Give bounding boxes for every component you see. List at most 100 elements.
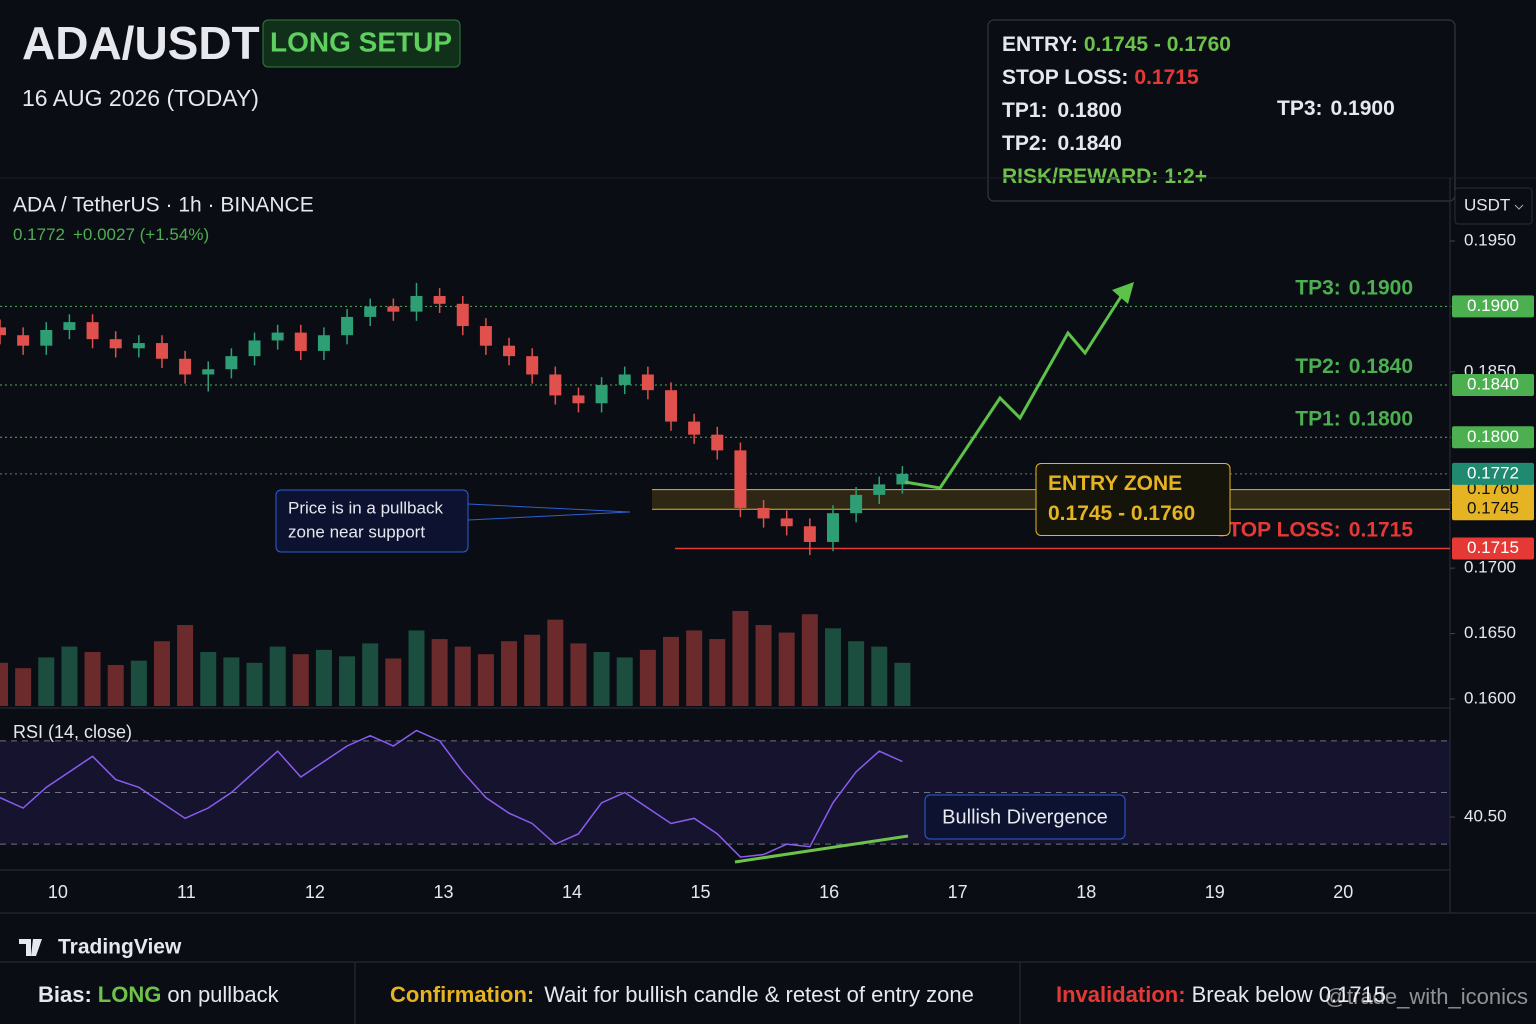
volume-bar [871,646,888,706]
value: 0.1715 [1134,66,1199,89]
level-tag-label: 0.1900 [1467,296,1519,315]
candle-body [665,390,678,422]
plan-stop: STOP LOSS: 0.1715 [1002,66,1199,89]
value: 1:2+ [1164,165,1207,188]
candle-body [595,384,608,404]
candle-body [688,421,701,435]
candle-body [155,343,168,359]
level-value: 0.1900 [1349,276,1413,299]
label: STOP LOSS: [1002,66,1128,89]
watermark: @trade_with_iconics [1325,984,1528,1009]
volume-bar [848,641,865,706]
x-tick-label: 14 [562,882,582,902]
volume-bar [570,643,587,706]
x-tick-label: 17 [948,882,968,902]
x-tick-label: 16 [819,882,839,902]
value: 0.1900 [1331,97,1395,120]
volume-bar [61,646,78,706]
volume-bar [223,657,240,706]
y-tick-label: 0.1600 [1464,688,1516,707]
candle-body [549,374,562,396]
rsi-band [0,740,1450,845]
text: Wait for bullish candle & retest of entr… [544,982,974,1007]
label: Bias: [38,982,92,1007]
candle-body [341,316,354,336]
projection-arrowhead [1112,282,1134,304]
plot: 10 11 12 13 14 15 16 17 18 19 20 0.1600 0.1650 0.1700… [0,230,1534,902]
x-tick-label: 19 [1205,882,1225,902]
callout-text: Price is in a pullback [288,498,443,517]
label: TP1: [1002,99,1048,122]
label: Invalidation: [1056,982,1186,1007]
x-tick-label: 13 [433,882,453,902]
level-name: STOP LOSS: [1214,518,1340,541]
plan: ENTRY: 0.1745 - 0.1760 STOP LOSS: 0.1715 T… [1002,33,1395,188]
divergence-text: Bullish Divergence [942,806,1108,828]
label: RISK/REWARD: [1002,165,1158,188]
candle-body [456,303,469,327]
candle-body [271,332,284,341]
divergence-box [924,794,1126,840]
x-tick-label: 10 [48,882,68,902]
volume-bar [639,649,656,706]
candle-body [387,306,400,312]
confirmation: Confirmation: Wait for bullish candle & r… [390,982,974,1007]
projection [904,294,1124,490]
candle-body [225,356,238,370]
date: 16 AUG 2026 (TODAY) [22,85,259,111]
volume-bar [385,658,402,706]
candle-body [317,335,330,351]
candle-body [202,369,215,375]
callout-pointer [467,503,631,521]
x-tick-label: 18 [1076,882,1096,902]
candle-body [410,295,423,312]
volume-bar [801,614,818,706]
candle-body [873,484,886,495]
rsi-title: RSI (14, close) [13,722,132,742]
currency-select[interactable]: USDT [1454,187,1533,225]
y-tick-label: 0.1700 [1464,558,1516,577]
candle-body [803,526,816,542]
level-label: STOP LOSS: 0.1715 [1214,518,1413,541]
entry-tag-label: 0.1745 [1467,499,1519,518]
candle-body [63,322,76,330]
label: Confirmation: [390,982,534,1007]
symbol: ADA / TetherUS · 1h · BINANCE [13,194,314,217]
volume-bar [38,657,55,706]
label: TP2: [1002,132,1048,155]
entry-zone-title: ENTRY ZONE [1048,472,1182,495]
level-tag-label: 0.1840 [1467,374,1519,393]
entry-tag [1452,498,1534,521]
currency[interactable]: USDT [1464,195,1510,214]
callout-box [275,489,469,553]
badge-box [262,19,461,68]
level-value: 0.1800 [1349,407,1413,430]
y-tick-label: 0.1950 [1464,230,1516,249]
volume-bar [84,652,101,706]
volume-bar [732,611,749,706]
volume-bar [362,643,379,706]
caret[interactable] [1514,204,1524,210]
level-value: 0.1715 [1349,518,1414,541]
volume-bar [778,632,795,706]
divergence-line [734,834,909,864]
volume-bar [107,664,124,706]
volume-bar [501,641,518,706]
x-tick-label: 12 [305,882,325,902]
currency-box[interactable] [1454,187,1533,225]
label: ENTRY: [1002,33,1078,56]
level-label: TP2: 0.1840 [1295,354,1413,377]
logo [19,939,42,956]
candle-body [86,322,99,340]
level-name: TP2: [1295,354,1341,377]
candle-body [850,494,863,514]
candle-body [618,374,631,385]
badge: LONG SETUP [270,26,452,57]
candle-body [294,332,307,351]
value: 0.1745 - 0.1760 [1084,33,1231,56]
level-label: TP3: 0.1900 [1295,276,1413,299]
x-tick-label: 20 [1333,882,1353,902]
volume-bar [593,652,610,706]
volume-bar [269,646,286,706]
